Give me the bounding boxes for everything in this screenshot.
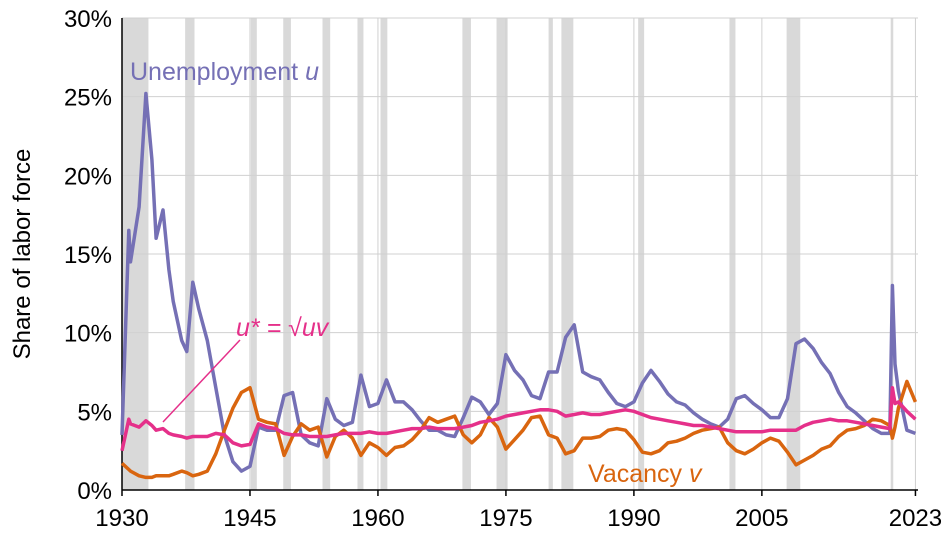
series-line — [120, 379, 918, 480]
x-tick-label: 1945 — [223, 505, 276, 532]
y-tick-label: 5% — [77, 399, 112, 426]
x-tick-label: 1960 — [351, 505, 404, 532]
x-tick-label: 1930 — [95, 505, 148, 532]
label-var: v — [689, 460, 703, 488]
label-text: Vacancy — [588, 460, 683, 488]
series-label: Unemployment u — [130, 58, 319, 86]
series-line — [120, 91, 917, 473]
y-tick-label: 10% — [64, 321, 112, 348]
label-text: Unemployment — [130, 58, 298, 86]
y-tick-label: 0% — [77, 478, 112, 505]
y-axis-label: Share of labor force — [9, 149, 36, 360]
series-line — [120, 385, 917, 452]
series-label: Vacancy v — [588, 460, 703, 488]
y-tick-label: 25% — [64, 85, 112, 112]
x-tick-label: 1990 — [607, 505, 660, 532]
y-tick-label: 20% — [64, 163, 112, 190]
leader-line — [162, 339, 241, 423]
x-tick-label: 1975 — [479, 505, 532, 532]
y-tick-label: 30% — [64, 6, 112, 33]
label-var: u — [305, 58, 319, 86]
x-tick-label: 2023 — [889, 505, 942, 532]
x-tick-label: 2005 — [735, 505, 788, 532]
y-tick-label: 15% — [64, 242, 112, 269]
series-label: u* = √uv — [236, 314, 330, 342]
